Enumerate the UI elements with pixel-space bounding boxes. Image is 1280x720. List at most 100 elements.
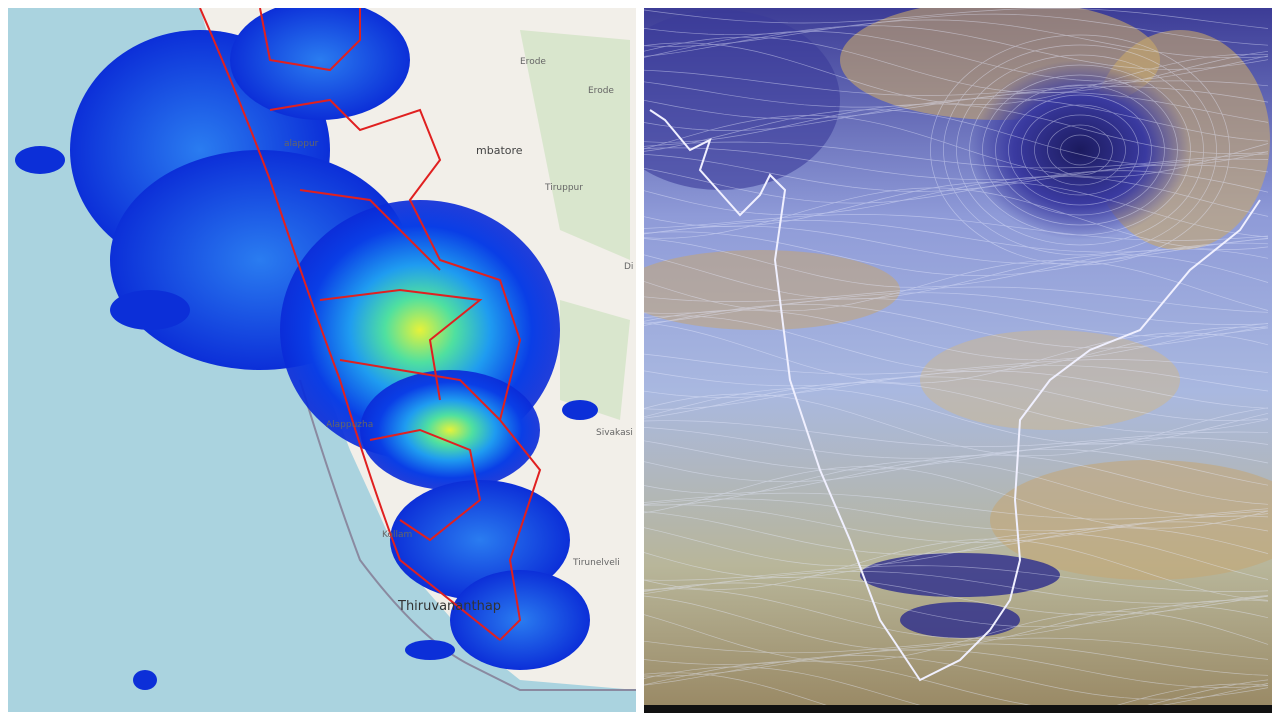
streamline <box>644 571 1269 604</box>
streamline <box>644 504 1269 543</box>
streamline <box>644 238 1269 288</box>
band <box>990 460 1272 580</box>
streamline <box>644 92 1269 123</box>
place-label: Di <box>624 262 633 272</box>
cyclone <box>970 60 1190 240</box>
streamline <box>1034 114 1126 186</box>
streamline <box>644 454 1269 505</box>
streamline <box>644 81 1269 108</box>
streamline <box>644 364 1269 392</box>
coastline <box>649 109 1261 682</box>
streamline <box>644 655 1269 700</box>
streamline <box>930 34 1230 266</box>
streamline <box>644 666 1269 705</box>
place-label: Thiruvananthap <box>397 599 501 614</box>
place-label: Erode <box>520 57 546 67</box>
streamline <box>644 595 1269 651</box>
streamline <box>644 292 1269 325</box>
streamline <box>644 254 1269 300</box>
streamline <box>644 643 1269 676</box>
streamline <box>644 259 1269 312</box>
streamline <box>644 498 1269 532</box>
streamline <box>644 387 1269 445</box>
streamline <box>644 538 1269 601</box>
streamline <box>644 31 1269 82</box>
streamline <box>644 672 1269 705</box>
streamline <box>644 109 1269 166</box>
radar-echoes <box>15 8 598 690</box>
streamline <box>644 153 1269 192</box>
streamline <box>644 303 1269 349</box>
streamline <box>644 527 1269 567</box>
streamline <box>644 440 1269 471</box>
streamline <box>644 370 1269 409</box>
streamline <box>644 298 1269 337</box>
place-label: Sivakasi <box>596 428 633 438</box>
streamline <box>644 8 1269 29</box>
bottom-bar <box>644 705 1272 713</box>
streamline <box>644 225 1269 265</box>
streamline <box>644 576 1269 616</box>
streamline <box>644 115 1269 178</box>
streamline <box>644 466 1269 529</box>
streamline <box>644 660 1269 705</box>
streamline <box>644 382 1269 433</box>
streamline <box>644 649 1269 688</box>
streamline <box>644 420 1269 447</box>
streamline <box>644 187 1269 250</box>
district-borders <box>199 8 542 641</box>
streamline <box>644 214 1269 241</box>
streamline <box>982 74 1178 226</box>
streamline <box>644 460 1269 517</box>
streamline <box>644 315 1269 372</box>
streamline <box>644 181 1269 238</box>
wind-map <box>644 8 1272 705</box>
streamline <box>644 147 1269 181</box>
streamline <box>1060 134 1100 166</box>
streamline <box>644 565 1269 592</box>
streamline <box>644 231 1269 276</box>
streamline <box>1047 124 1113 176</box>
streamline <box>644 637 1269 660</box>
streamline <box>956 54 1204 246</box>
place-label: Erode <box>588 86 614 96</box>
streamline <box>1008 94 1152 206</box>
streamline <box>644 42 1269 105</box>
streamline <box>969 64 1191 236</box>
streamline <box>644 176 1269 217</box>
streamline <box>644 141 1269 169</box>
streamline <box>644 448 1269 486</box>
streamline <box>644 25 1269 70</box>
streamline <box>644 309 1269 361</box>
band <box>860 553 1060 597</box>
streamline <box>644 427 1269 459</box>
streamline <box>943 44 1217 256</box>
streamline <box>644 582 1269 628</box>
streamline <box>644 286 1269 313</box>
streamline <box>644 167 1269 204</box>
streamline <box>995 84 1165 216</box>
streamlines <box>644 8 1269 705</box>
place-label: Tirunelveli <box>572 558 620 568</box>
streamline <box>644 219 1269 253</box>
place-label: mbatore <box>476 144 523 157</box>
streamline <box>644 322 1269 384</box>
place-label: Kollam <box>382 530 412 540</box>
streamline <box>644 532 1269 580</box>
streamline <box>644 492 1269 520</box>
streamline <box>644 69 1269 96</box>
streamline <box>644 103 1269 154</box>
streamline <box>1021 104 1139 196</box>
streamline <box>644 36 1269 94</box>
streamline <box>644 376 1269 421</box>
band <box>644 250 900 330</box>
streamline <box>644 97 1269 142</box>
streamline <box>644 13 1269 46</box>
place-label: alappur <box>284 139 319 149</box>
place-label: Alappuzha <box>326 420 373 430</box>
radar-map: Erode Erode mbatore Tiruppur alappur Di … <box>8 8 636 712</box>
streamline <box>644 611 1269 663</box>
band <box>644 10 840 190</box>
streamline <box>644 19 1269 59</box>
